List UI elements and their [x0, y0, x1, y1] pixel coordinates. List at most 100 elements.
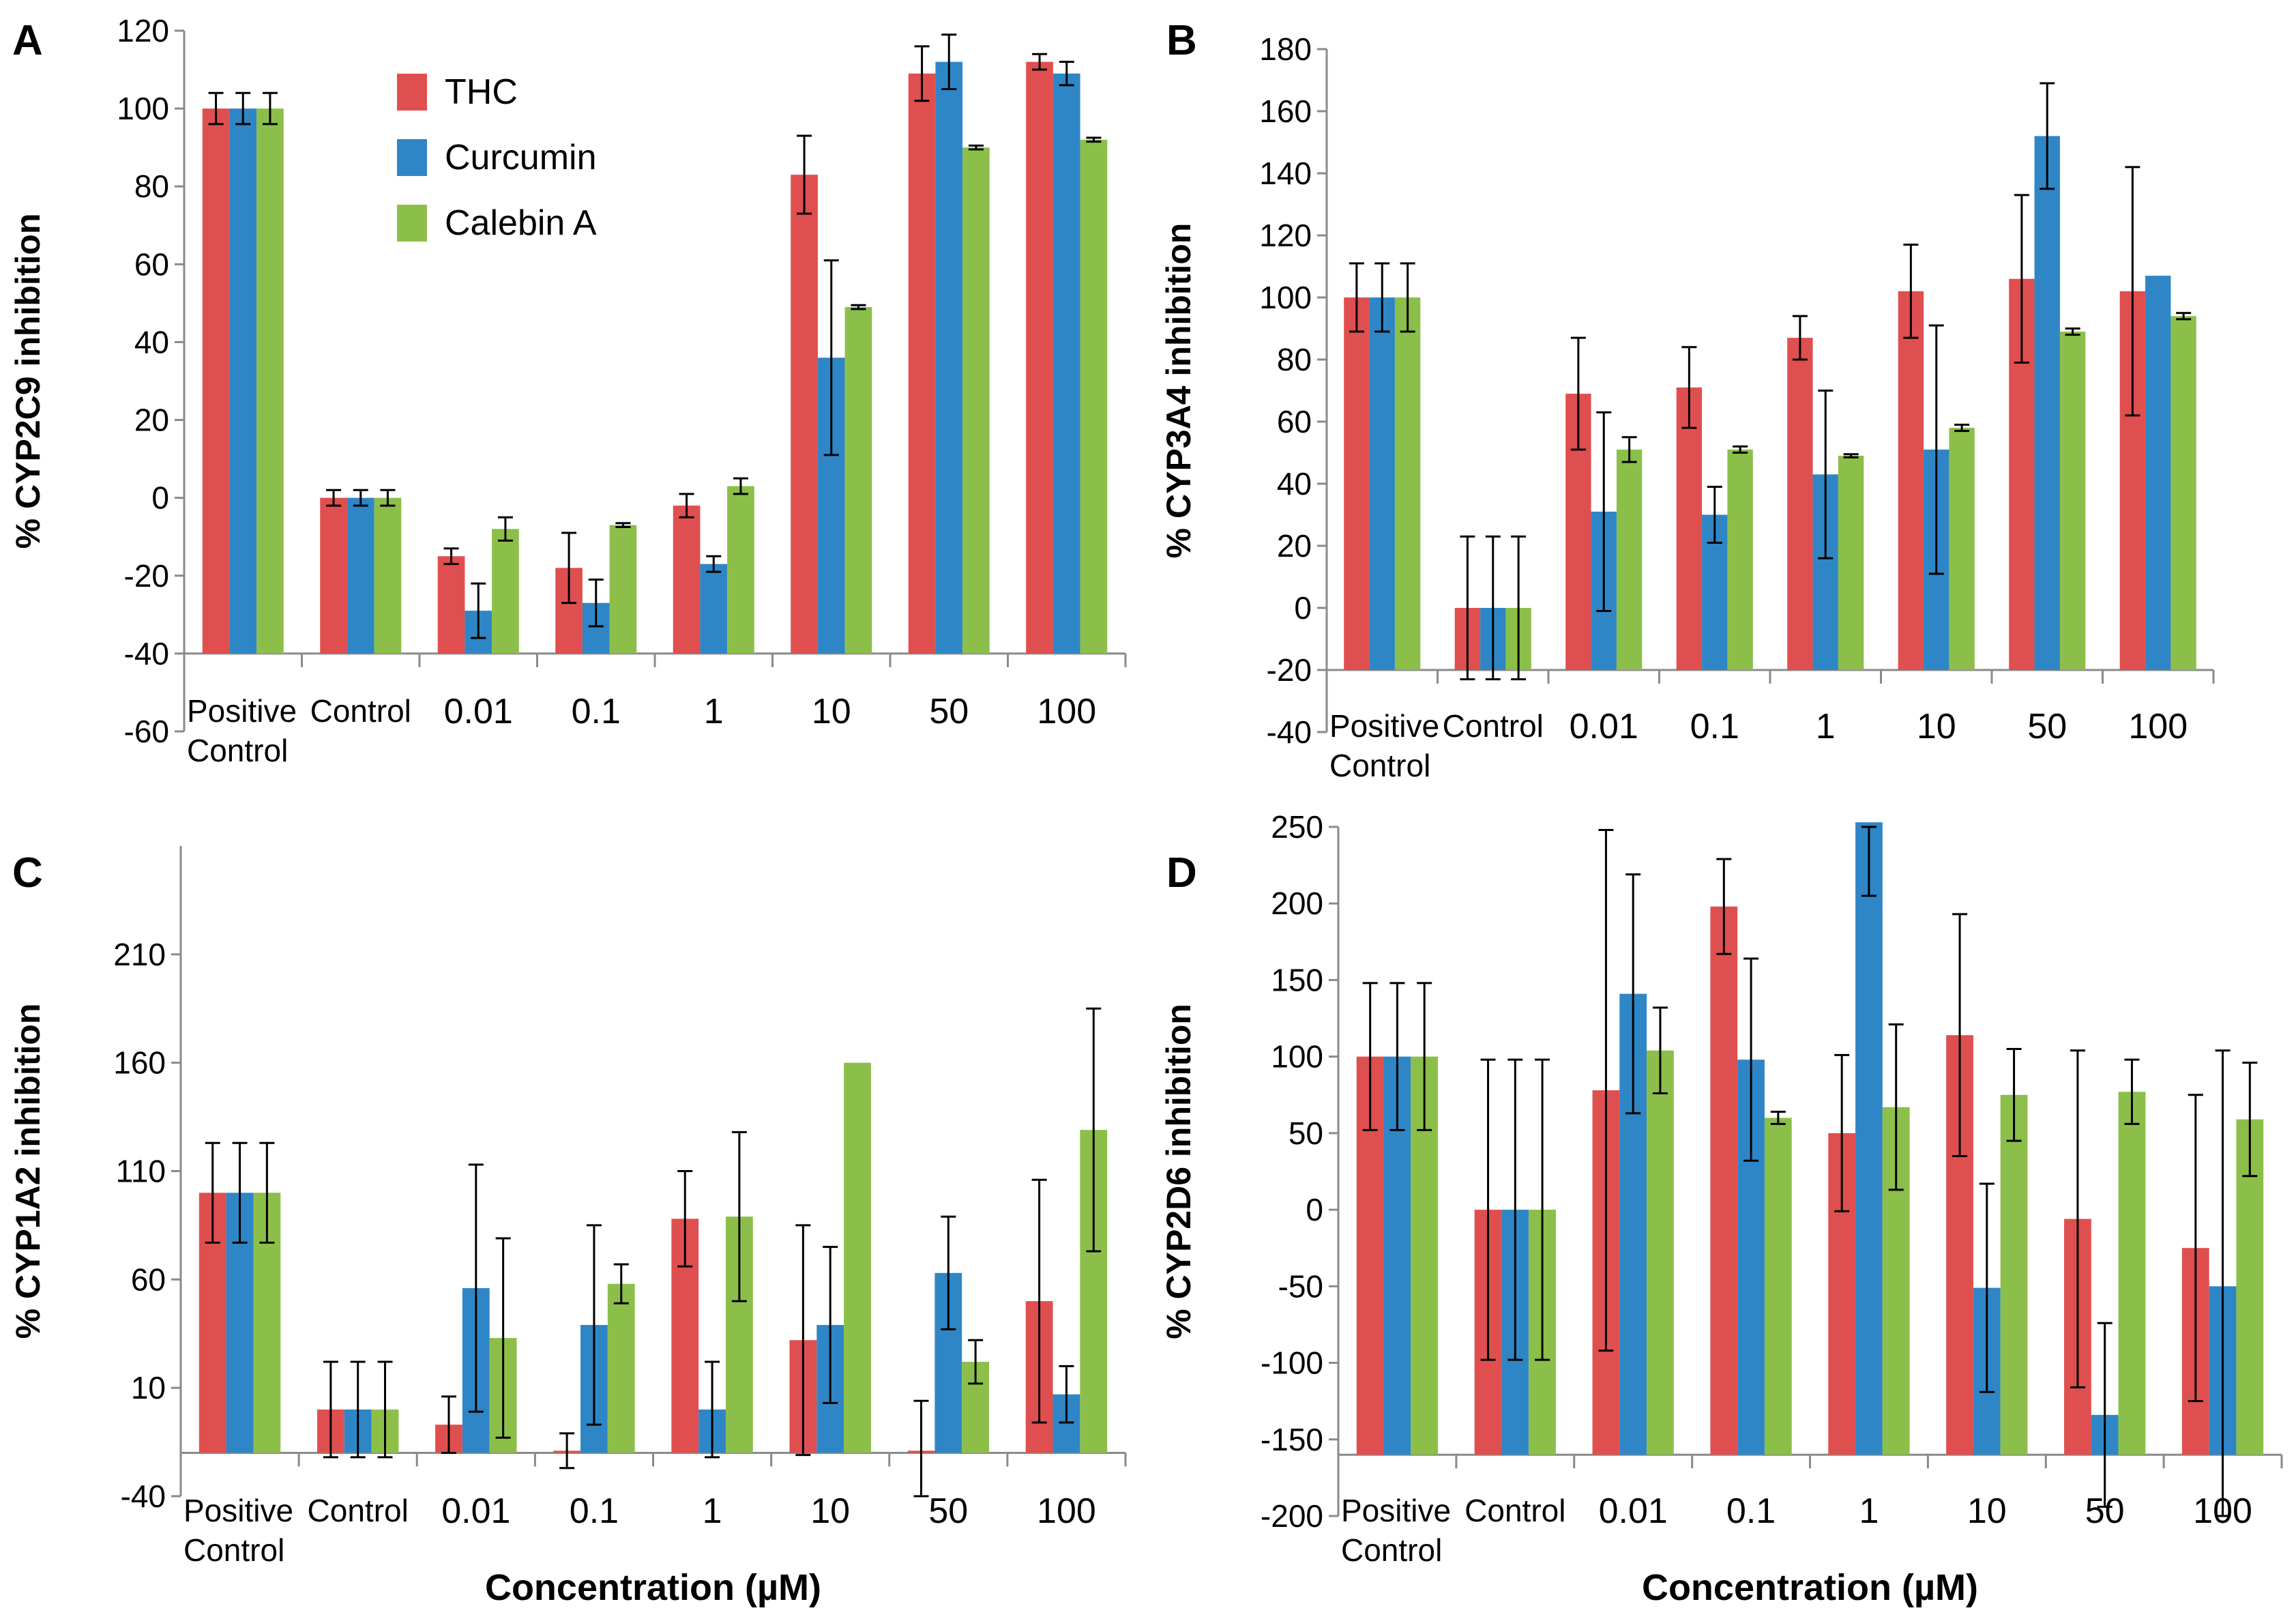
x-tick-label: Control	[1443, 708, 1544, 744]
bar-calebin-a-0	[256, 108, 284, 654]
y-tick-label: -60	[124, 714, 169, 749]
x-tick-label: 10	[1967, 1491, 2007, 1531]
error-bar	[2188, 1094, 2203, 1403]
bar-curcumin-0	[1369, 297, 1395, 670]
y-tick-label: 20	[1277, 528, 1312, 564]
bar-thc-0	[1344, 297, 1370, 670]
error-bar	[1596, 411, 1612, 613]
bar-thc-1	[320, 497, 347, 654]
y-tick-label: 80	[1277, 342, 1312, 377]
error-bar	[968, 144, 984, 151]
y-tick-label: 160	[113, 1045, 166, 1081]
y-tick-label: 250	[1271, 809, 1323, 845]
y-tick-label: 60	[134, 246, 169, 282]
y-tick-label: -20	[124, 558, 169, 594]
x-tick-label: 10	[1917, 707, 1956, 746]
bar-thc-0	[202, 108, 230, 654]
error-bar	[797, 134, 812, 215]
bar-thc-7	[1026, 61, 1053, 654]
bar-calebin-a-2	[1616, 449, 1643, 670]
x-tick-label: Control	[1465, 1493, 1565, 1528]
bar-thc-6	[908, 73, 936, 654]
y-tick-label: 120	[117, 13, 169, 48]
y-tick-label: -150	[1261, 1422, 1323, 1457]
error-bar	[1535, 1058, 1550, 1361]
error-bar	[377, 1360, 393, 1459]
y-tick-label: 150	[1271, 962, 1323, 997]
error-bar	[1086, 136, 1102, 143]
bar-calebin-a-0	[1394, 297, 1421, 670]
y-tick-label: 210	[113, 937, 166, 972]
error-bar	[2006, 1047, 2022, 1142]
legend-label: THC	[445, 72, 518, 112]
y-tick-label: -50	[1278, 1268, 1323, 1304]
error-bar	[471, 582, 486, 639]
error-bar	[1417, 982, 1432, 1131]
bar-thc-5	[791, 175, 818, 654]
error-bar	[1888, 1023, 1904, 1191]
bar-thc-4	[673, 506, 701, 654]
error-bar	[1843, 453, 1859, 458]
bar-calebin-a-6	[2118, 1092, 2146, 1455]
error-bar	[326, 488, 342, 507]
x-tick-label: Positive	[1341, 1493, 1451, 1528]
error-bar	[823, 1246, 838, 1404]
y-tick-label: 40	[134, 324, 169, 360]
error-bar	[705, 1360, 720, 1459]
error-bar	[262, 91, 278, 126]
error-bar	[2070, 1049, 2085, 1388]
x-tick-label: Control	[1329, 748, 1430, 783]
error-bar	[1059, 61, 1074, 87]
bar-calebin-a-5	[2000, 1094, 2028, 1455]
error-bar	[913, 1399, 929, 1498]
error-bar	[1743, 957, 1759, 1162]
error-bar	[1733, 445, 1748, 454]
error-bar	[1400, 262, 1415, 333]
bar-calebin-a-7	[1080, 139, 1108, 654]
x-tick-label: 0.01	[441, 1491, 510, 1531]
error-bar	[1621, 436, 1637, 463]
error-bar	[2065, 327, 2080, 336]
x-tick-label: 0.1	[1690, 707, 1739, 746]
y-tick-label: -200	[1261, 1498, 1323, 1534]
y-axis-label: % CYP2C9 inhibition	[9, 214, 47, 549]
bar-calebin-a-3	[607, 1283, 635, 1453]
error-bar	[679, 493, 694, 519]
error-bar	[586, 1224, 602, 1426]
bar-calebin-a-5	[844, 307, 872, 654]
error-bar	[1954, 424, 1970, 433]
x-tick-label: Positive	[187, 693, 297, 729]
error-bar	[1374, 262, 1390, 333]
panel-letter: B	[1166, 17, 1197, 64]
error-bar	[205, 1141, 220, 1244]
x-tick-label: 0.01	[1599, 1491, 1668, 1531]
error-bar	[2124, 1058, 2140, 1125]
y-tick-label: 180	[1259, 31, 1312, 67]
x-tick-label: Positive	[183, 1493, 293, 1528]
x-tick-label: 100	[2128, 707, 2188, 746]
bar-calebin-a-3	[1764, 1118, 1792, 1455]
error-bar	[1952, 913, 1968, 1158]
error-bar	[1716, 858, 1732, 955]
bar-curcumin-6	[935, 61, 963, 654]
error-bar	[1681, 346, 1697, 429]
error-bar	[2215, 1049, 2231, 1517]
bar-calebin-a-6	[962, 147, 990, 654]
bar-calebin-a-5	[844, 1062, 871, 1453]
error-bar	[497, 516, 513, 542]
error-bar	[677, 1170, 693, 1268]
error-bar	[495, 1237, 511, 1439]
x-tick-label: Control	[187, 733, 288, 768]
y-tick-label: 100	[1259, 280, 1312, 315]
error-bar	[588, 578, 604, 628]
error-bar	[559, 1432, 575, 1470]
y-tick-label: 100	[1271, 1039, 1323, 1075]
x-tick-label: Positive	[1329, 708, 1439, 744]
error-bar	[613, 1263, 629, 1304]
y-tick-label: 60	[1277, 404, 1312, 439]
y-tick-label: 160	[1259, 93, 1312, 129]
error-bar	[1903, 244, 1919, 339]
legend-label: Curcumin	[445, 138, 597, 177]
y-tick-label: 50	[1289, 1115, 1323, 1151]
error-bar	[561, 531, 577, 604]
